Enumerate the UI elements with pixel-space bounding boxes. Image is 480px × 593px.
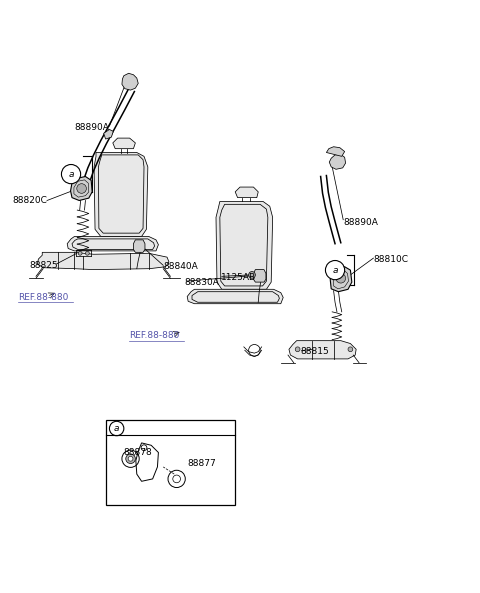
Text: a: a xyxy=(114,424,120,433)
FancyBboxPatch shape xyxy=(106,420,235,505)
Text: 88810C: 88810C xyxy=(373,254,408,263)
Text: a: a xyxy=(68,170,74,178)
Polygon shape xyxy=(216,202,273,289)
Circle shape xyxy=(128,457,133,461)
Circle shape xyxy=(295,347,300,352)
Circle shape xyxy=(336,273,346,283)
Text: 88840A: 88840A xyxy=(163,262,198,271)
Polygon shape xyxy=(104,129,113,139)
Circle shape xyxy=(61,164,81,184)
Text: 1125AB: 1125AB xyxy=(221,273,256,282)
Polygon shape xyxy=(37,253,169,270)
Polygon shape xyxy=(235,187,258,197)
Text: REF.88-880: REF.88-880 xyxy=(129,331,179,340)
Circle shape xyxy=(126,454,135,464)
Circle shape xyxy=(77,184,86,193)
Polygon shape xyxy=(253,270,266,282)
Circle shape xyxy=(325,260,345,280)
Polygon shape xyxy=(326,146,345,157)
Text: 88830A: 88830A xyxy=(185,278,220,286)
Circle shape xyxy=(85,251,89,255)
Polygon shape xyxy=(71,177,92,200)
Polygon shape xyxy=(67,237,158,251)
Circle shape xyxy=(78,251,82,255)
Text: 88890A: 88890A xyxy=(343,218,378,227)
Text: 88877: 88877 xyxy=(187,459,216,468)
Text: 88815: 88815 xyxy=(300,347,329,356)
Circle shape xyxy=(109,421,124,436)
Text: 88825: 88825 xyxy=(30,261,59,270)
Polygon shape xyxy=(330,267,352,292)
Polygon shape xyxy=(94,152,148,237)
Polygon shape xyxy=(133,240,145,253)
Circle shape xyxy=(249,272,255,278)
Polygon shape xyxy=(289,340,356,359)
Text: 88890A: 88890A xyxy=(74,123,109,132)
Polygon shape xyxy=(113,138,135,149)
Text: 88820C: 88820C xyxy=(12,196,47,205)
Circle shape xyxy=(348,347,353,352)
Text: a: a xyxy=(332,266,338,275)
Text: 88878: 88878 xyxy=(124,448,153,457)
Polygon shape xyxy=(187,289,283,304)
Polygon shape xyxy=(329,154,346,169)
Text: REF.88-880: REF.88-880 xyxy=(18,293,69,302)
Polygon shape xyxy=(122,74,138,90)
